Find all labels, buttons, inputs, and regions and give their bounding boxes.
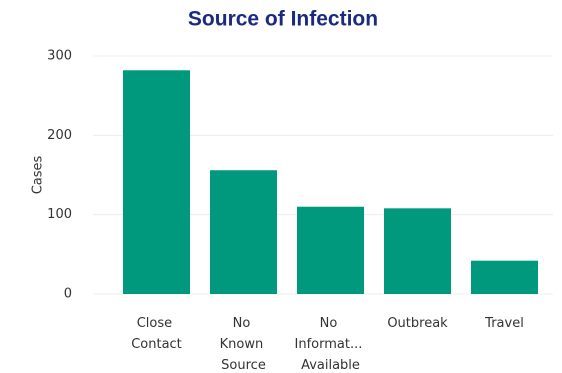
x-tick-label: Close Contact <box>131 316 182 352</box>
y-axis-label: Cases <box>31 155 46 194</box>
y-tick-label: 300 <box>47 49 72 64</box>
chart-title: Source of Infection <box>188 8 378 31</box>
y-tick-label: 200 <box>47 128 72 143</box>
bar <box>210 170 277 294</box>
bar <box>297 206 364 294</box>
y-tick-label: 100 <box>47 207 72 222</box>
x-tick-label: Travel <box>484 316 524 331</box>
x-tick-label: Outbreak <box>387 316 448 331</box>
x-tick-label: No Known Source <box>220 316 268 373</box>
x-tick-label: No Informat... Available <box>295 316 367 373</box>
bar <box>123 70 190 294</box>
y-tick-label: 0 <box>64 287 72 302</box>
bar <box>384 208 451 294</box>
bar <box>471 260 538 294</box>
